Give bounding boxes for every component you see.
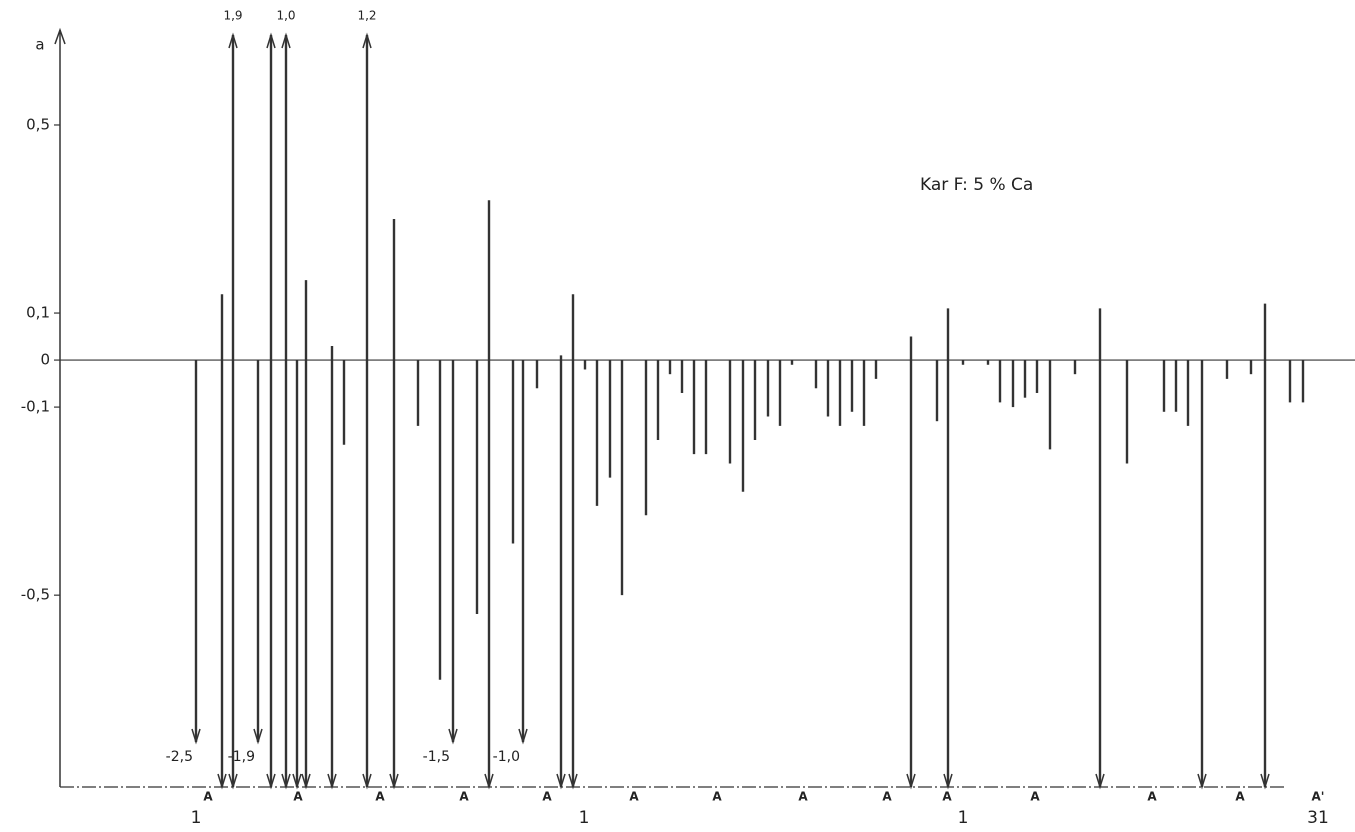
section-marker: A	[203, 790, 213, 804]
annotation: Kar F: 5 % Ca	[920, 175, 1033, 195]
arrowhead	[228, 32, 238, 49]
arrowhead	[568, 773, 578, 790]
section-marker: A	[459, 790, 469, 804]
arrowhead	[389, 773, 399, 790]
section-marker: A	[629, 790, 639, 804]
y-tick-label: 0,1	[26, 304, 50, 322]
section-marker: A	[942, 790, 952, 804]
arrowhead	[292, 773, 302, 790]
arrowhead	[301, 773, 311, 790]
section-marker: A	[375, 790, 385, 804]
section-marker: A'	[1312, 790, 1325, 804]
y-tick-label: 0,5	[26, 115, 50, 133]
arrowhead	[327, 773, 337, 790]
section-marker: A	[1030, 790, 1040, 804]
arrowhead	[362, 32, 372, 49]
arrowhead	[484, 773, 494, 790]
arrowhead	[253, 728, 263, 745]
x-tick-label: 31	[1307, 808, 1329, 828]
arrowhead	[1197, 773, 1207, 790]
arrowhead	[266, 32, 276, 49]
section-marker: A	[882, 790, 892, 804]
y-tick-label: -0,5	[21, 586, 50, 604]
arrowhead	[1260, 773, 1270, 790]
value-label: 1,9	[223, 9, 242, 23]
arrowhead	[217, 773, 227, 790]
arrowhead	[281, 32, 291, 49]
value-label: -1,9	[228, 749, 255, 765]
arrowhead	[943, 773, 953, 790]
arrowhead	[228, 773, 238, 790]
arrowhead	[906, 773, 916, 790]
x-tick-label: 1	[579, 808, 590, 828]
y-axis-label: a	[35, 36, 44, 54]
section-marker: A	[542, 790, 552, 804]
y-axis-arrow	[54, 27, 66, 45]
section-marker: A	[293, 790, 303, 804]
arrowhead	[191, 728, 201, 745]
y-tick-label: 0	[40, 351, 50, 369]
arrowhead	[362, 773, 372, 790]
section-marker: A	[1147, 790, 1157, 804]
arrowhead	[556, 773, 566, 790]
arrowhead	[448, 728, 458, 745]
value-label: -1,5	[423, 749, 450, 765]
arrowhead	[266, 773, 276, 790]
arrowhead	[281, 773, 291, 790]
value-label: -1,0	[493, 749, 520, 765]
value-label: 1,0	[276, 9, 295, 23]
section-marker: A	[798, 790, 808, 804]
section-marker: A	[1235, 790, 1245, 804]
value-label: 1,2	[357, 9, 376, 23]
value-label: -2,5	[166, 749, 193, 765]
x-tick-label: 1	[958, 808, 969, 828]
arrowhead	[1095, 773, 1105, 790]
arrowhead	[518, 728, 528, 745]
section-marker: A	[712, 790, 722, 804]
x-tick-label: 1	[191, 808, 202, 828]
y-tick-label: -0,1	[21, 398, 50, 416]
